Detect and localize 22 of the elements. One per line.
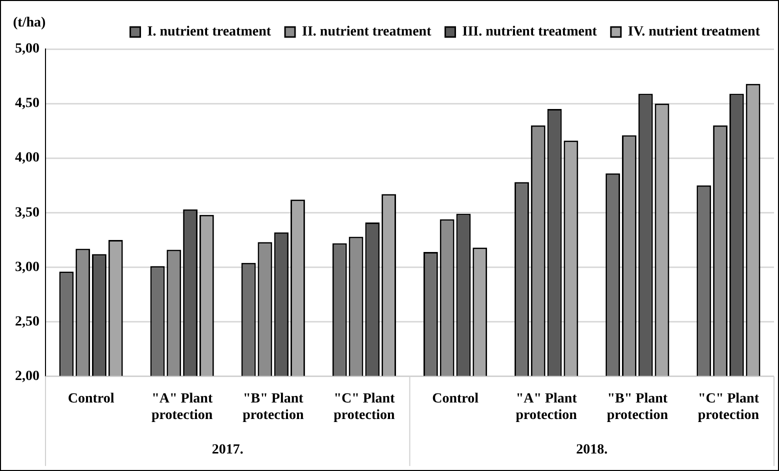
y-tick-label: 3,00 — [15, 260, 40, 275]
x-tick-label: "C" Plant protection — [698, 391, 760, 424]
y-tick-label: 4,50 — [15, 96, 40, 112]
x-tick-label: "B" Plant protection — [242, 391, 304, 424]
y-tick-label: 4,00 — [15, 150, 40, 166]
y-tick-label: 3,50 — [15, 205, 40, 220]
legend-label: II. nutrient treatment — [302, 24, 432, 40]
y-tick-label: 2,00 — [15, 369, 40, 384]
x-tick-label: "B" Plant protection — [606, 391, 668, 424]
y-tick-label: 2,50 — [15, 314, 40, 330]
y-axis-title: (t/ha) — [13, 16, 46, 31]
x-tick-label: "C" Plant protection — [334, 391, 396, 424]
legend-label: I. nutrient treatment — [147, 24, 272, 40]
y-tick-label: 5,00 — [15, 42, 40, 57]
legend-label: III. nutrient treatment — [462, 24, 598, 40]
x-tick-label: "A" Plant protection — [152, 391, 213, 424]
text: 2018. — [576, 442, 608, 458]
legend-label: IV. nutrient treatment — [628, 24, 760, 40]
x-tick-label: Control — [432, 391, 479, 406]
text: 2017. — [212, 442, 244, 458]
x-tick-label: Control — [68, 391, 114, 406]
x-tick-label: "A" Plant protection — [516, 391, 578, 424]
